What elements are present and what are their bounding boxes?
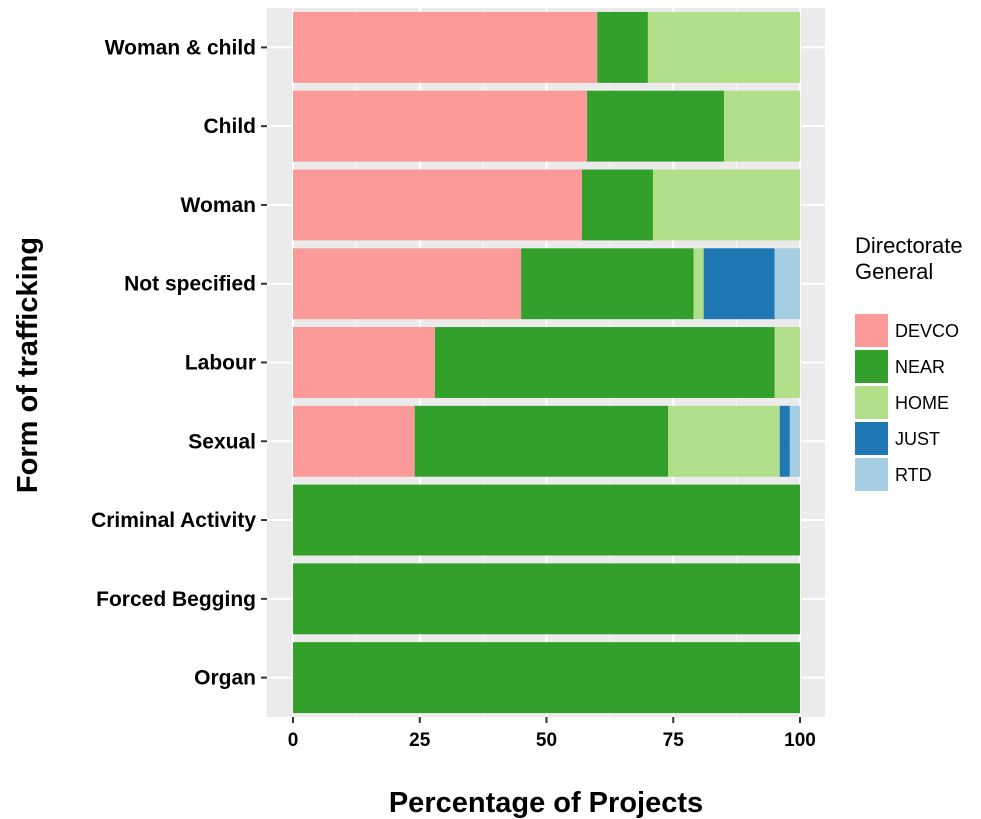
y-tick-label: Organ bbox=[194, 667, 256, 690]
x-axis: 0 25 50 75 100 bbox=[288, 717, 816, 751]
bar-segment-devco bbox=[293, 11, 598, 83]
bar-segment-devco bbox=[293, 169, 582, 241]
legend-key-home bbox=[855, 386, 888, 419]
bar-segment-near bbox=[434, 327, 775, 398]
legend-label: NEAR bbox=[895, 357, 945, 377]
y-tick-label: Child bbox=[204, 115, 257, 138]
bar-segment-just bbox=[779, 405, 790, 477]
bar-segment-rtd bbox=[774, 248, 800, 320]
legend-title: Directorate bbox=[855, 233, 963, 258]
bar-segment-near bbox=[293, 563, 800, 635]
y-tick-label: Sexual bbox=[188, 430, 256, 453]
bar-segment-home bbox=[723, 90, 800, 162]
bar-segment-devco bbox=[293, 327, 435, 398]
bars bbox=[293, 11, 800, 714]
x-tick-label: 50 bbox=[536, 730, 557, 751]
bar-segment-near bbox=[293, 484, 800, 556]
legend-label: JUST bbox=[895, 429, 940, 449]
bar-segment-near bbox=[597, 11, 648, 83]
bar-segment-near bbox=[587, 90, 724, 162]
bar-segment-rtd bbox=[789, 405, 800, 477]
legend-label: DEVCO bbox=[895, 321, 959, 341]
bar-segment-just bbox=[703, 248, 775, 320]
y-axis-title: Form of trafficking bbox=[12, 237, 44, 493]
legend-key-devco bbox=[855, 314, 888, 347]
x-tick-label: 75 bbox=[663, 730, 685, 751]
x-tick-label: 25 bbox=[409, 730, 431, 751]
bar-segment-home bbox=[693, 248, 704, 320]
y-tick-label: Not specified bbox=[124, 273, 256, 296]
bar-segment-near bbox=[581, 169, 653, 241]
y-tick-label: Criminal Activity bbox=[91, 509, 256, 532]
bar-segment-home bbox=[647, 11, 800, 83]
legend-key-just bbox=[855, 422, 888, 455]
bar-segment-near bbox=[293, 642, 800, 714]
x-axis-title: Percentage of Projects bbox=[389, 787, 703, 819]
bar-segment-home bbox=[652, 169, 800, 241]
legend-title: General bbox=[855, 259, 933, 284]
bar-segment-devco bbox=[293, 90, 588, 162]
bar-segment-devco bbox=[293, 248, 522, 320]
legend-key-rtd bbox=[855, 458, 888, 491]
bar-segment-devco bbox=[293, 405, 415, 477]
x-tick-label: 100 bbox=[784, 730, 816, 751]
legend-label: RTD bbox=[895, 465, 932, 485]
y-tick-label: Labour bbox=[185, 352, 256, 375]
x-tick-label: 0 bbox=[288, 730, 299, 751]
bar-segment-near bbox=[414, 405, 669, 477]
y-tick-label: Woman & child bbox=[105, 36, 256, 59]
y-axis: Woman & child Child Woman Not specified Labo… bbox=[91, 36, 267, 690]
y-tick-label: Forced Begging bbox=[96, 588, 256, 611]
bar-segment-home bbox=[668, 405, 780, 477]
bar-segment-near bbox=[521, 248, 694, 320]
legend-label: HOME bbox=[895, 393, 949, 413]
legend-key-near bbox=[855, 350, 888, 383]
y-tick-label: Woman bbox=[181, 194, 256, 217]
bar-segment-home bbox=[774, 327, 800, 398]
